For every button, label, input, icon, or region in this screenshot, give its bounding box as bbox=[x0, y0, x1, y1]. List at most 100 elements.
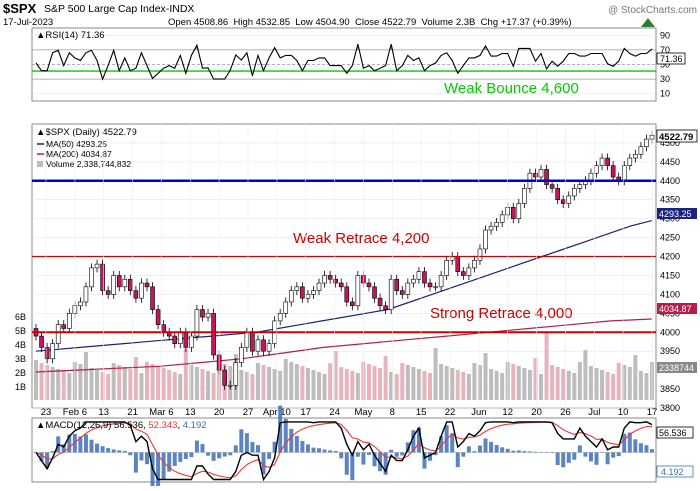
weak-bounce-annotation: Weak Bounce 4,600 bbox=[444, 80, 579, 97]
macd-hist-bar bbox=[477, 445, 482, 453]
macd-hist-bar bbox=[450, 433, 455, 453]
candle bbox=[483, 225, 488, 254]
volume-bar bbox=[422, 371, 427, 400]
volume-bar bbox=[150, 364, 155, 400]
candle bbox=[372, 282, 377, 303]
price-legend-main: ▲$SPX (Daily) 4522.79 bbox=[36, 127, 137, 138]
volume-tag-box bbox=[657, 362, 697, 373]
x-tick-label: 10 bbox=[618, 407, 629, 418]
volume-bar bbox=[133, 357, 138, 400]
candle bbox=[44, 342, 50, 364]
candle bbox=[388, 274, 394, 315]
x-tick-label: 26 bbox=[560, 407, 571, 418]
candle bbox=[461, 267, 466, 281]
volume-bar bbox=[89, 368, 94, 400]
macd-hist-bar bbox=[289, 428, 294, 453]
volume-bar bbox=[283, 359, 288, 400]
candle bbox=[433, 282, 438, 292]
macd-hist-bar bbox=[638, 443, 643, 453]
x-tick-label: Mar 6 bbox=[149, 407, 173, 418]
macd-hist-bar bbox=[250, 442, 255, 453]
macd-hist-bar bbox=[405, 442, 410, 453]
macd-hist-bar bbox=[644, 445, 649, 453]
price-legend-ma50: MA(50) 4293.25 bbox=[46, 139, 107, 149]
volume-bar bbox=[117, 365, 122, 400]
watermark: @ StockCharts.com bbox=[608, 5, 697, 16]
macd-hist-bar bbox=[650, 449, 654, 453]
candle bbox=[444, 255, 449, 281]
rsi-value-tag-box bbox=[656, 52, 686, 65]
volume-bar bbox=[455, 370, 460, 400]
volume-tick-label: 4B bbox=[15, 340, 26, 350]
macd-hist-bar bbox=[233, 445, 238, 453]
macd-hist-bar bbox=[156, 452, 161, 491]
macd-hist-bar bbox=[522, 451, 527, 453]
macd-hist-bar bbox=[311, 447, 316, 453]
candle bbox=[233, 358, 239, 390]
candle bbox=[633, 149, 638, 163]
last-price-tag: 4522.79 bbox=[659, 132, 693, 143]
macd-hist-bar bbox=[339, 452, 344, 459]
candle bbox=[610, 161, 616, 182]
volume-bar bbox=[416, 369, 421, 400]
volume-bar bbox=[278, 371, 283, 400]
macd-hist-bar bbox=[472, 451, 477, 453]
volume-bar bbox=[394, 374, 399, 400]
candle bbox=[78, 297, 83, 311]
candle bbox=[139, 278, 144, 303]
macd-hist-bar bbox=[561, 452, 566, 468]
macd-tag: 56.536 bbox=[659, 428, 687, 438]
ohlc-summary: Open 4508.86 High 4532.85 Low 4504.90 Cl… bbox=[168, 17, 572, 28]
volume-bar bbox=[78, 364, 83, 400]
candle bbox=[538, 164, 544, 182]
candle bbox=[405, 278, 411, 299]
volume-bar bbox=[577, 362, 582, 400]
volume-bar bbox=[111, 363, 116, 400]
macd-hist-bar bbox=[505, 448, 510, 453]
candle bbox=[533, 168, 538, 182]
volume-bar bbox=[211, 373, 216, 400]
x-tick-label: Jul bbox=[588, 407, 600, 418]
last-price-tag-box bbox=[656, 129, 698, 143]
price-tick-label: 4200 bbox=[660, 252, 680, 262]
candle bbox=[627, 153, 633, 171]
candle bbox=[222, 365, 227, 390]
macd-hist-bar bbox=[144, 452, 149, 465]
macd-hist-bar bbox=[322, 449, 327, 453]
price-tick-label: 3800 bbox=[660, 403, 680, 413]
volume-bar bbox=[383, 356, 388, 400]
volume-bar bbox=[261, 365, 266, 400]
chart-date: 17-Jul-2023 bbox=[3, 17, 53, 28]
volume-bar bbox=[244, 372, 249, 400]
macd-hist-bar bbox=[461, 452, 466, 457]
macd-hist-bar bbox=[355, 452, 360, 457]
volume-bar bbox=[317, 372, 322, 400]
macd-hist-bar bbox=[183, 452, 188, 460]
volume-bar bbox=[156, 366, 161, 400]
candle bbox=[116, 270, 122, 292]
volume-bar bbox=[161, 368, 166, 400]
price-tick-label: 4450 bbox=[660, 157, 680, 167]
volume-bar bbox=[56, 369, 61, 400]
macd-hist-bar bbox=[167, 452, 172, 472]
macd-hist-bar bbox=[106, 448, 111, 453]
macd-hist-bar bbox=[111, 449, 116, 453]
volume-bar bbox=[616, 363, 621, 400]
candle bbox=[255, 335, 261, 356]
macd-hist-bar bbox=[117, 450, 122, 453]
macd-hist-bar bbox=[133, 452, 138, 473]
x-tick-label: 12 bbox=[502, 407, 513, 418]
macd-hist-bar bbox=[83, 434, 88, 453]
macd-hist-bar bbox=[455, 452, 460, 468]
rsi-line bbox=[35, 43, 653, 81]
symbol: $SPX bbox=[3, 1, 37, 16]
macd-hist-bar bbox=[594, 452, 599, 465]
volume-bar bbox=[178, 374, 183, 400]
candle bbox=[516, 198, 522, 224]
volume-bar bbox=[294, 364, 299, 400]
macd-hist-bar bbox=[272, 441, 277, 453]
macd-hist-bar bbox=[122, 450, 127, 453]
candle bbox=[39, 331, 44, 352]
volume-bar bbox=[39, 363, 44, 400]
volume-bar bbox=[83, 352, 88, 400]
